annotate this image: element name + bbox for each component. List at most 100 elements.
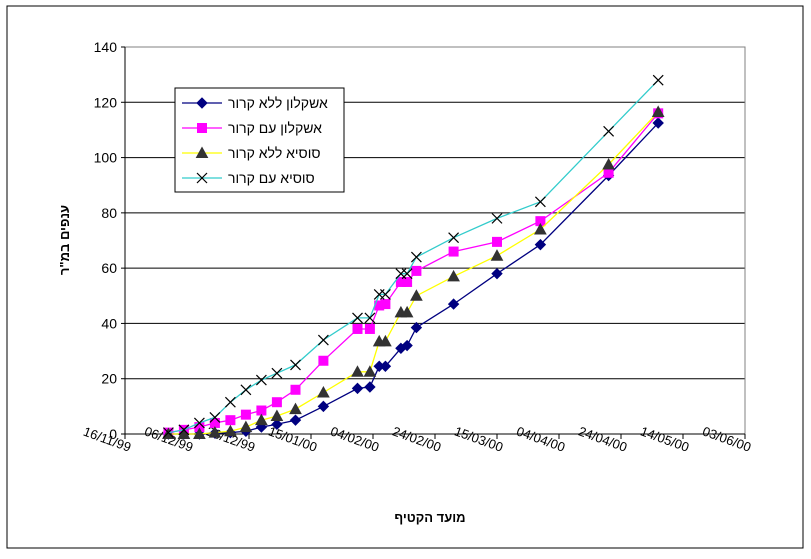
data-point xyxy=(602,157,615,170)
data-point xyxy=(255,413,268,426)
y-tick-label: 100 xyxy=(94,150,118,166)
data-point xyxy=(447,269,460,282)
legend-label: סוסיא עם קרור xyxy=(228,170,315,186)
data-point xyxy=(271,418,283,431)
data-point xyxy=(379,288,391,300)
data-point xyxy=(402,276,413,287)
data-point xyxy=(410,321,423,334)
marker-stroke xyxy=(534,196,546,208)
y-tick-label: 60 xyxy=(101,260,117,276)
marker-stroke xyxy=(209,411,221,423)
data-point xyxy=(651,105,665,117)
series-line xyxy=(168,112,659,434)
series-line xyxy=(168,79,659,434)
legend-marker xyxy=(196,97,208,109)
data-point xyxy=(290,384,301,395)
data-point xyxy=(351,365,364,377)
y-axis-title: ענפים במ"ר xyxy=(57,205,72,275)
data-point xyxy=(317,334,329,346)
data-point xyxy=(447,298,460,310)
data-point xyxy=(380,299,391,310)
legend-marker xyxy=(195,146,209,158)
data-point xyxy=(208,426,222,438)
data-point xyxy=(400,305,414,318)
marker-stroke xyxy=(290,359,301,371)
legend: אשקלון ללא קרור אשקלון עם קרור סוסיא ללא ק… xyxy=(174,87,345,193)
data-point xyxy=(491,212,503,224)
legend-item: סוסיא עם קרור xyxy=(182,170,315,186)
marker-stroke xyxy=(352,312,363,324)
legend-label: אשקלון עם קרור xyxy=(228,120,322,136)
data-point xyxy=(289,402,302,415)
y-tick-label: 80 xyxy=(101,205,117,221)
marker-stroke xyxy=(401,268,413,280)
data-point xyxy=(603,125,615,137)
legend-marker xyxy=(197,123,207,133)
x-axis-title: מועד הקטיף xyxy=(394,510,465,525)
data-point xyxy=(271,397,282,408)
data-point xyxy=(317,385,330,398)
data-point xyxy=(239,420,253,433)
marker-stroke xyxy=(448,232,460,244)
marker-stroke xyxy=(364,312,376,324)
marker-stroke xyxy=(603,125,615,137)
data-point xyxy=(177,427,191,439)
data-point xyxy=(364,323,375,334)
data-point xyxy=(209,411,221,423)
data-point xyxy=(352,312,363,324)
data-point xyxy=(379,360,392,372)
data-point xyxy=(240,409,251,420)
marker-stroke xyxy=(178,424,190,436)
data-point xyxy=(411,265,422,276)
legend-item: אשקלון ללא קרור xyxy=(182,95,328,111)
data-point xyxy=(352,323,363,334)
data-point xyxy=(193,427,206,439)
data-point xyxy=(290,359,301,371)
data-point xyxy=(401,268,413,280)
y-tick-label: 0 xyxy=(109,426,117,442)
data-point xyxy=(379,334,392,347)
data-point xyxy=(224,424,237,437)
legend-label: סוסיא ללא קרור xyxy=(228,145,321,161)
marker-stroke xyxy=(410,251,422,263)
data-point xyxy=(351,382,364,395)
data-point xyxy=(162,427,174,439)
data-point xyxy=(224,396,236,408)
legend-item: אשקלון עם קרור xyxy=(182,120,322,136)
legend-item: סוסיא ללא קרור xyxy=(182,145,321,161)
data-point xyxy=(225,415,236,426)
data-point xyxy=(317,400,330,413)
marker-stroke xyxy=(652,74,664,86)
data-point xyxy=(271,367,283,379)
data-point xyxy=(363,365,377,377)
marker-stroke xyxy=(491,212,503,224)
data-point xyxy=(318,355,329,366)
data-point xyxy=(410,289,423,301)
marker-stroke xyxy=(255,374,267,386)
data-point xyxy=(491,267,503,280)
data-point xyxy=(364,381,376,393)
data-point xyxy=(410,251,422,263)
data-point xyxy=(534,238,547,251)
data-point xyxy=(193,417,205,429)
marker-stroke xyxy=(193,417,205,429)
marker-stroke xyxy=(196,172,208,184)
data-point xyxy=(255,374,267,386)
data-point xyxy=(490,249,504,261)
data-point xyxy=(603,167,614,178)
data-point xyxy=(270,409,284,422)
y-tick-label: 140 xyxy=(94,39,118,55)
y-tick-label: 40 xyxy=(101,315,117,331)
data-point xyxy=(178,424,190,436)
data-point xyxy=(534,222,547,235)
marker-stroke xyxy=(379,288,391,300)
legend-label: אשקלון ללא קרור xyxy=(228,95,328,111)
series-group xyxy=(162,74,665,440)
y-tick-label: 120 xyxy=(94,94,118,110)
data-point xyxy=(652,74,664,86)
marker-stroke xyxy=(224,396,236,408)
data-point xyxy=(289,414,302,426)
data-point xyxy=(492,236,502,247)
